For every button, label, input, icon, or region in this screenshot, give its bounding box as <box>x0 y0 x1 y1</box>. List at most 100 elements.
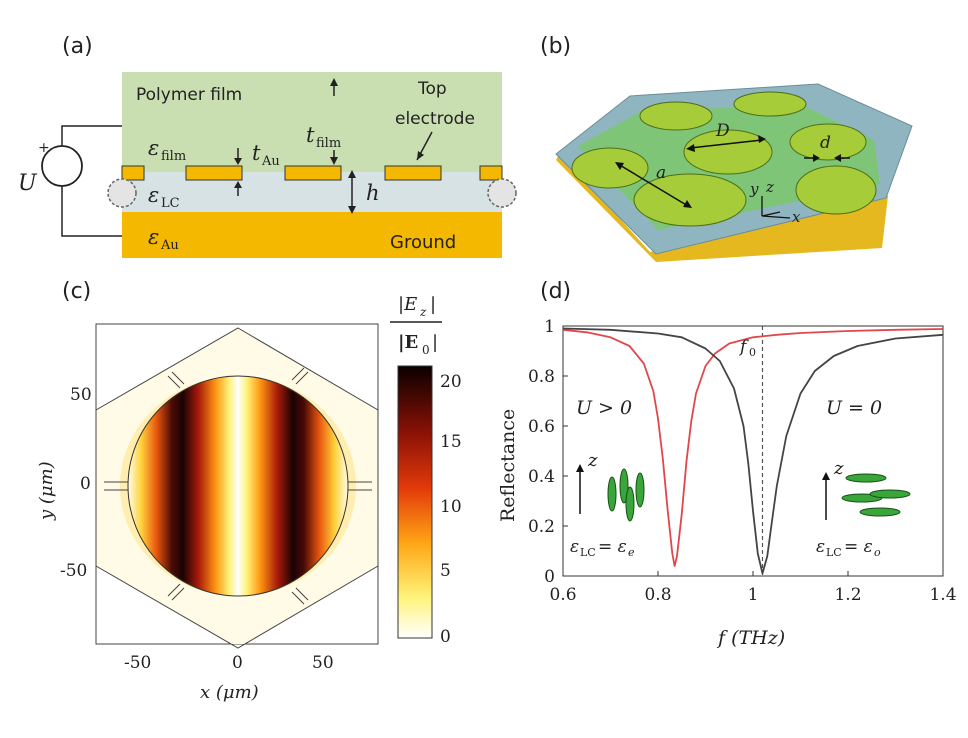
lc-molecule-vertical <box>619 468 629 504</box>
h-label: h <box>366 181 380 205</box>
colorbar-title-denominator-sub: 0 <box>422 343 430 357</box>
resonator-disk <box>733 91 807 117</box>
spacer-right <box>487 178 517 208</box>
top-electrode-pointer-head <box>417 151 424 160</box>
eps-lc-sub: LC <box>161 196 180 211</box>
bridge <box>348 481 372 491</box>
panel-b-label: (b) <box>540 34 571 59</box>
y-tick-label: 0.6 <box>528 417 555 437</box>
x-tick-label: 1 <box>748 585 759 605</box>
chart-series <box>562 327 944 575</box>
a-label: a <box>656 163 666 183</box>
resonator-disk <box>639 101 713 131</box>
panel-d: (d) 0.6 0.8 1 1.2 1.4 0 0.2 0.4 0.6 0.8 1 f 0 U > … <box>497 279 957 649</box>
panel-d-label: (d) <box>540 279 571 304</box>
polymer-film <box>122 72 502 172</box>
a-dimension <box>617 163 689 207</box>
x-tick-label: 1.2 <box>834 585 861 605</box>
t-au-arrowheads <box>234 158 242 188</box>
D-label: D <box>715 121 730 141</box>
x-tick-label: 50 <box>312 653 334 673</box>
eq-e-lhs: ε <box>570 537 579 557</box>
y-tick-label: 50 <box>70 385 92 405</box>
x-tick-label: 0.6 <box>549 585 576 605</box>
D-arrowheads <box>686 135 766 152</box>
resonator-disk <box>571 147 649 189</box>
bridge <box>291 367 309 385</box>
top-electrode-segment <box>284 165 342 181</box>
colorbar-title-numerator-end: | <box>430 294 436 315</box>
panel-a-label: (a) <box>62 34 93 59</box>
lc-molecule-vertical <box>607 476 617 512</box>
eps-au-sub: Au <box>160 238 179 253</box>
colorbar-title-numerator-sub: z <box>419 305 427 319</box>
u-positive-label: U > 0 <box>576 397 632 419</box>
colorbar-tick-label: 10 <box>440 497 462 517</box>
panel-c-label: (c) <box>62 279 91 304</box>
y-tick-label: 0 <box>80 474 91 494</box>
z-label-left: z <box>587 450 598 471</box>
chart-y-axis-label: Reflectance <box>497 409 519 522</box>
x-axis-label: x (μm) <box>200 682 259 703</box>
z-arrowhead-right <box>822 472 830 480</box>
eq-o-rhs-sub: o <box>874 546 881 559</box>
panel-b: (b) D a d z y x <box>540 34 913 262</box>
polymer-film-label: Polymer film <box>136 85 242 105</box>
d-label: d <box>820 133 831 153</box>
top-electrode-label-line2: electrode <box>395 109 475 129</box>
chart-x-axis-label: f (THz) <box>716 627 785 649</box>
resonator-disk <box>633 173 747 227</box>
t-film-sub: film <box>316 136 341 151</box>
bridge <box>291 587 309 605</box>
eq-o-lhs: ε <box>816 537 825 557</box>
colorbar-tick-label: 0 <box>440 627 451 647</box>
eq-e-lhs-sub: LC <box>580 546 596 559</box>
y-tick-label: 0.2 <box>528 517 555 537</box>
axis-z-label: z <box>765 178 774 196</box>
eps-film-symbol: ε <box>148 136 159 160</box>
top-electrode-segment <box>479 165 503 181</box>
voltage-sign: + <box>38 140 50 156</box>
axes-triad <box>761 196 791 219</box>
y-tick-label: 1 <box>544 317 555 337</box>
f0-label-sub: 0 <box>749 346 756 359</box>
reflectance-curve-unbiased <box>562 327 944 575</box>
y-tick-label: 0.8 <box>528 367 555 387</box>
top-electrode-segment <box>185 165 243 181</box>
eq-o-lhs-sub: LC <box>826 546 842 559</box>
eq-e-rhs-sub: e <box>628 546 635 559</box>
z-arrowhead-left <box>576 464 584 472</box>
colorbar-title-numerator: |E <box>398 294 417 315</box>
t-au-sub: Au <box>261 154 280 169</box>
ground-label: Ground <box>390 232 456 253</box>
eps-lc-symbol: ε <box>148 183 159 207</box>
lc-molecule-horizontal <box>859 507 901 517</box>
f0-label: f <box>738 337 749 357</box>
x-tick-label: 1.4 <box>929 585 956 605</box>
eps-film-sub: film <box>161 149 186 164</box>
panel-c: (c) 50 0 -50 -50 0 50 x (μm) y (μm) |E z… <box>36 279 462 703</box>
colorbar-title-denominator: |E <box>398 332 418 353</box>
bridge <box>167 371 185 389</box>
reflectance-curve-biased <box>562 328 944 567</box>
y-tick-label: 0.4 <box>528 467 555 487</box>
voltage-label: U <box>18 171 38 196</box>
colorbar <box>397 365 433 639</box>
y-axis-label: y (μm) <box>36 461 57 521</box>
panel-a: (a) U + Polymer film Top electrode Groun… <box>18 34 517 258</box>
lc-molecule-horizontal <box>869 489 911 499</box>
voltage-source <box>41 145 83 187</box>
x-tick-label: -50 <box>124 653 151 673</box>
d-arrowheads <box>813 154 841 162</box>
eq-e-rhs: = ε <box>598 537 627 557</box>
colorbar-title-denominator-end: | <box>432 332 438 353</box>
circuit-wire <box>61 125 122 237</box>
t-au-symbol: t <box>252 141 261 165</box>
plot-area <box>562 325 944 577</box>
D-dimension <box>689 139 763 149</box>
lc-molecule-horizontal <box>845 473 887 483</box>
y-tick-label: -50 <box>60 561 87 581</box>
y-tick-label: 0 <box>544 567 555 587</box>
resonator-disk <box>795 165 877 215</box>
